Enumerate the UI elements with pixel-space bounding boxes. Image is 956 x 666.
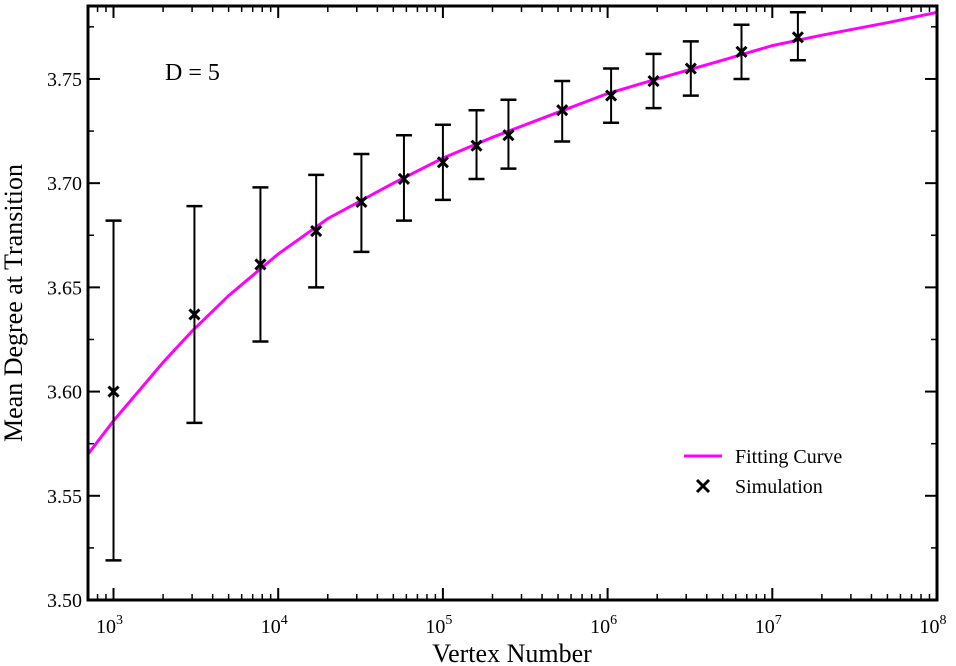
y-axis-title: Mean Degree at Transition <box>0 164 28 442</box>
y-tick-label: 3.60 <box>47 382 82 404</box>
x-tick-label: 104 <box>261 613 288 638</box>
simulation-point <box>434 123 451 202</box>
simulation-point <box>603 67 620 124</box>
axis-ticks <box>87 6 938 601</box>
simulation-point <box>789 11 806 62</box>
tick-labels: 103 104 105 106 107 108 3.50 3.55 3.60 3.65 3.70 3.… <box>47 69 947 638</box>
x-axis-title: Vertex Number <box>432 639 592 666</box>
x-tick-label: 105 <box>425 613 452 638</box>
legend: Fitting Curve Simulation <box>684 446 842 498</box>
x-tick-label: 108 <box>920 613 947 638</box>
y-tick-label: 3.75 <box>47 69 82 91</box>
y-tick-label: 3.65 <box>47 277 82 299</box>
x-marker-stroke <box>107 385 120 398</box>
simulation-point <box>308 173 325 289</box>
simulation-point <box>554 79 571 143</box>
x-marker-stroke <box>502 129 515 142</box>
x-marker-stroke <box>791 31 804 44</box>
x-tick-label: 107 <box>755 613 782 638</box>
x-tick-label: 103 <box>96 613 123 638</box>
simulation-point <box>468 108 485 181</box>
x-marker-stroke <box>684 62 697 75</box>
y-tick-label: 3.55 <box>47 486 82 508</box>
x-marker-stroke <box>735 45 748 58</box>
x-marker-stroke <box>647 74 660 88</box>
simulation-layer <box>105 11 806 562</box>
annotation-label: D = 5 <box>165 60 220 86</box>
y-tick-label: 3.70 <box>47 173 82 195</box>
x-marker-stroke <box>556 104 569 117</box>
x-marker-stroke <box>188 308 201 321</box>
fitting-curve-layer <box>88 10 937 456</box>
fitting-curve-line <box>88 10 937 456</box>
x-marker-stroke <box>355 195 368 208</box>
simulation-point <box>645 52 662 110</box>
simulation-point <box>395 133 412 222</box>
simulation-point <box>733 23 750 81</box>
simulation-point <box>252 186 269 343</box>
x-marker-stroke <box>254 258 267 271</box>
simulation-point <box>500 98 517 170</box>
simulation-point <box>353 152 370 254</box>
legend-label-fitting-curve: Fitting Curve <box>735 446 842 468</box>
simulation-point <box>105 219 122 562</box>
x-marker-stroke <box>605 89 618 102</box>
simulation-point <box>186 204 203 425</box>
x-marker-stroke <box>436 156 449 169</box>
y-tick-label: 3.50 <box>47 590 82 612</box>
legend-x-marker <box>695 478 711 494</box>
x-marker-stroke <box>310 225 323 238</box>
x-marker-stroke <box>470 139 483 152</box>
legend-label-simulation: Simulation <box>735 476 823 498</box>
x-marker-stroke <box>397 172 411 186</box>
plot-frame <box>86 4 939 602</box>
simulation-point <box>682 40 699 97</box>
x-tick-label: 106 <box>590 613 617 638</box>
